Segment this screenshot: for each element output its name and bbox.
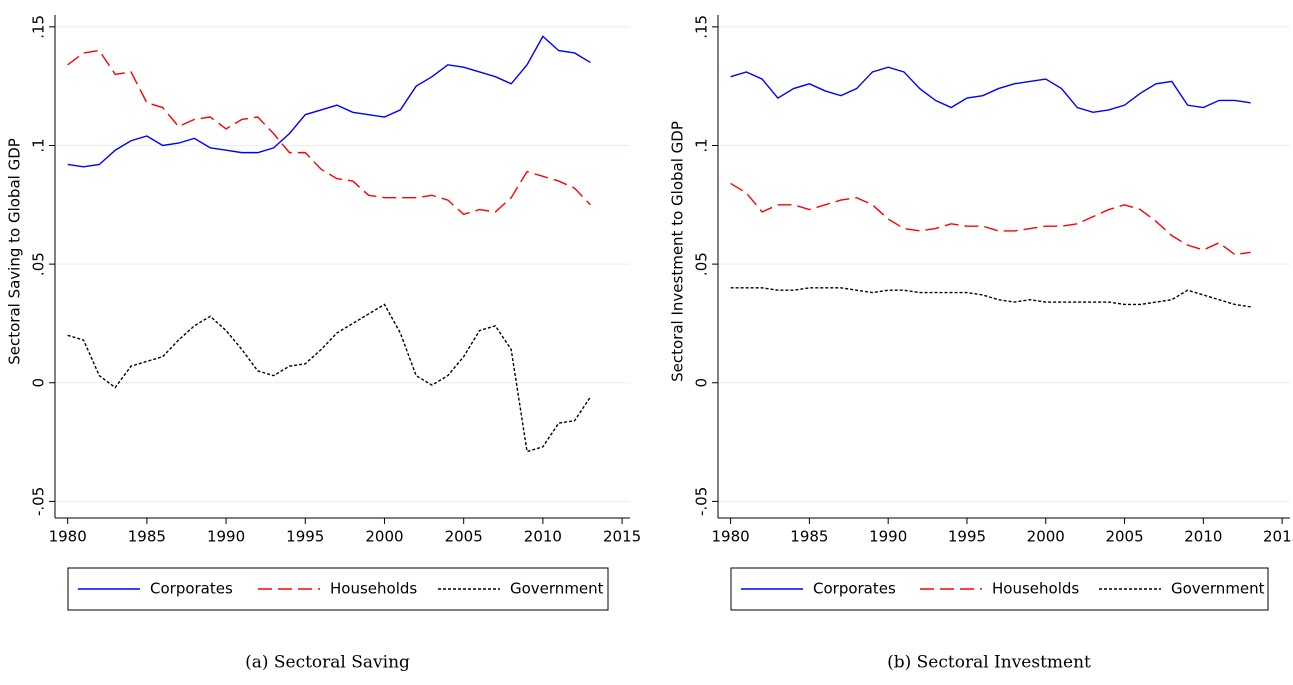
series-line <box>730 287 1251 308</box>
legend-label: Corporates <box>150 580 233 598</box>
legend-label: Households <box>330 580 417 598</box>
panel: -.05 0 .05 .1 .15 1980 1985 1990 1995 2000 2005 201… <box>669 15 1293 673</box>
x-tick-label: 1985 <box>790 528 828 546</box>
x-tick-label: 1980 <box>49 528 87 546</box>
y-tick-label: 0 <box>693 378 711 388</box>
x-tick-label: 1995 <box>286 528 324 546</box>
x-tick-label: 2000 <box>1027 528 1065 546</box>
legend-label: Government <box>1171 580 1265 598</box>
series-line <box>730 182 1251 256</box>
series-line <box>67 303 591 453</box>
x-tick-label: 2015 <box>603 528 641 546</box>
series-line <box>67 35 591 168</box>
panel: -.05 0 .05 .1 .15 1980 1985 1990 1995 2000 2005 201… <box>6 15 642 673</box>
y-tick-label: .15 <box>693 15 711 39</box>
y-tick-label: .1 <box>693 138 711 152</box>
y-tick-label: .05 <box>693 252 711 276</box>
x-tick-label: 2010 <box>524 528 562 546</box>
y-tick-label: 0 <box>30 378 48 388</box>
x-tick-label: 2005 <box>445 528 483 546</box>
caption: (b) Sectoral Investment <box>887 653 1091 673</box>
y-tick-label: .15 <box>30 15 48 39</box>
x-tick-label: 1995 <box>948 528 986 546</box>
x-tick-label: 1990 <box>869 528 907 546</box>
legend-label: Government <box>510 580 604 598</box>
caption: (a) Sectoral Saving <box>245 653 410 673</box>
y-tick-label: .05 <box>30 252 48 276</box>
y-tick-label: -.05 <box>30 487 48 516</box>
x-tick-label: 2010 <box>1184 528 1222 546</box>
series-line <box>67 49 591 216</box>
x-tick-label: 1985 <box>128 528 166 546</box>
x-tick-label: 1980 <box>712 528 750 546</box>
x-tick-label: 2005 <box>1105 528 1143 546</box>
y-tick-label: -.05 <box>693 487 711 516</box>
legend-box <box>67 567 609 611</box>
y-tick-label: .1 <box>30 138 48 152</box>
legend-label: Households <box>992 580 1079 598</box>
x-tick-label: 2000 <box>365 528 403 546</box>
x-tick-label: 1990 <box>207 528 245 546</box>
legend-label: Corporates <box>813 580 896 598</box>
x-tick-label: 2015 <box>1263 528 1293 546</box>
y-axis-title: Sectoral Investment to Global GDP <box>669 121 687 382</box>
y-axis-title: Sectoral Saving to Global GDP <box>6 138 24 365</box>
series-line <box>730 66 1251 113</box>
legend-box <box>730 567 1269 611</box>
